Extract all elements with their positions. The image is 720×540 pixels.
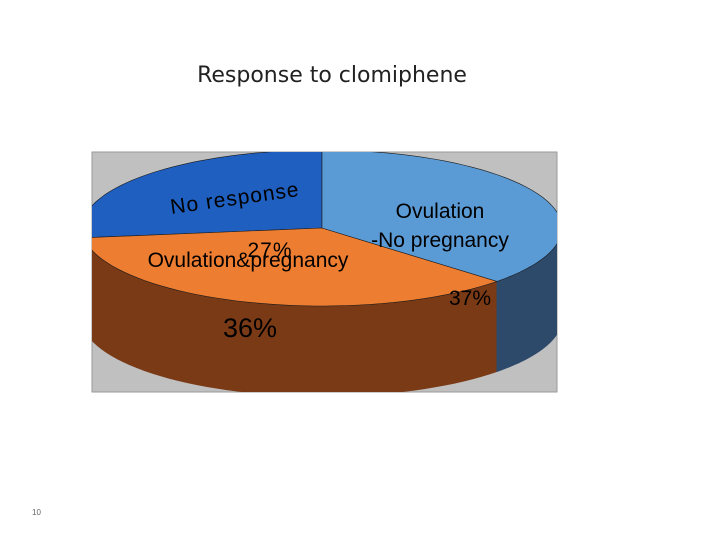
category-label: No response: [168, 178, 301, 219]
page-number: 10: [32, 508, 41, 517]
value-label: 36%: [222, 313, 278, 343]
slice: [92, 152, 323, 238]
slice: [92, 227, 498, 307]
slice-label: Ovulation -No pregnancy 37%: [340, 168, 540, 313]
slice: [321, 152, 557, 282]
pie: [82, 152, 557, 392]
value-label: 37%: [448, 287, 492, 310]
value-label: 27%: [247, 239, 293, 262]
slice-side: [82, 228, 84, 328]
category-label: Ovulation&pregnancy: [147, 249, 349, 272]
slice-label: No response 27%: [150, 160, 320, 290]
chart-title: Response to clomiphene: [197, 63, 467, 88]
category-label: Ovulation -No pregnancy: [371, 200, 509, 252]
